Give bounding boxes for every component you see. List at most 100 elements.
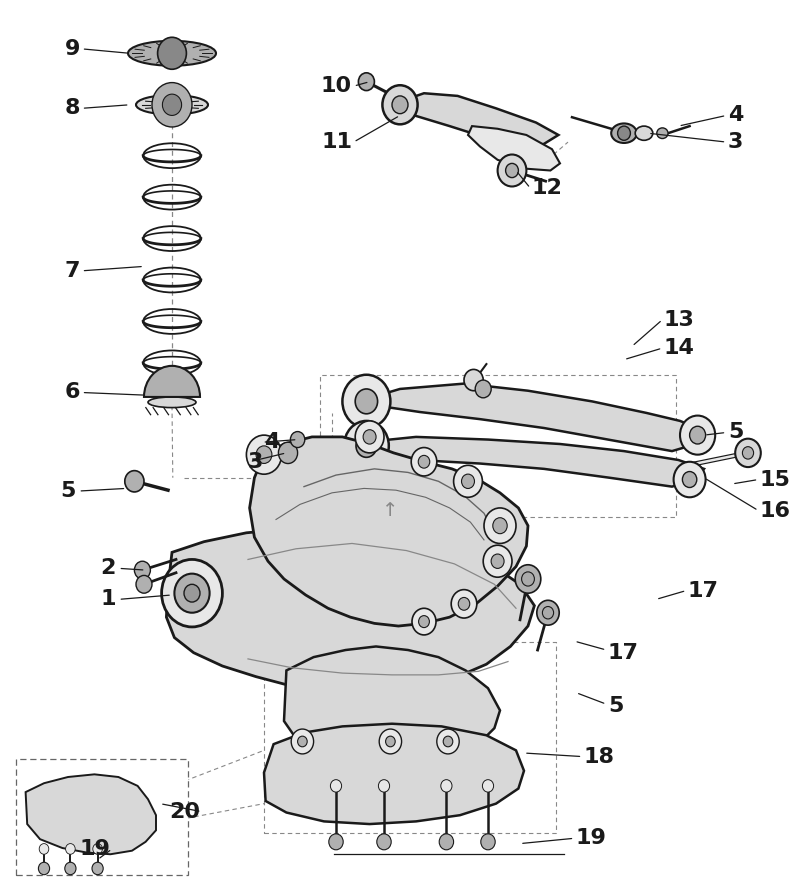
Text: 19: 19: [79, 839, 110, 859]
Ellipse shape: [635, 126, 653, 140]
Circle shape: [618, 126, 630, 140]
Polygon shape: [468, 126, 560, 170]
Polygon shape: [395, 93, 558, 149]
Bar: [264, 642, 556, 833]
Wedge shape: [144, 366, 200, 397]
Text: 4: 4: [728, 106, 743, 125]
Circle shape: [674, 462, 706, 497]
Bar: [320, 375, 676, 517]
Circle shape: [382, 85, 418, 124]
Circle shape: [65, 862, 76, 875]
Circle shape: [682, 472, 697, 488]
Circle shape: [246, 435, 282, 474]
Circle shape: [344, 421, 389, 471]
Polygon shape: [284, 646, 500, 765]
Circle shape: [437, 729, 459, 754]
Circle shape: [482, 780, 494, 792]
Circle shape: [39, 844, 49, 854]
Circle shape: [125, 471, 144, 492]
Circle shape: [483, 545, 512, 577]
Circle shape: [355, 389, 378, 414]
Circle shape: [498, 155, 526, 186]
Circle shape: [162, 559, 222, 627]
Text: 14: 14: [664, 338, 695, 358]
Text: 2: 2: [101, 559, 116, 578]
Circle shape: [522, 572, 534, 586]
Circle shape: [93, 844, 102, 854]
Circle shape: [278, 442, 298, 464]
Polygon shape: [264, 724, 524, 824]
Text: 5: 5: [608, 696, 623, 716]
Circle shape: [690, 426, 706, 444]
Circle shape: [298, 736, 307, 747]
Circle shape: [184, 584, 200, 602]
Circle shape: [379, 729, 402, 754]
Circle shape: [66, 844, 75, 854]
Text: 17: 17: [608, 643, 639, 662]
Text: 5: 5: [728, 423, 743, 442]
Text: 10: 10: [321, 76, 352, 96]
Ellipse shape: [657, 128, 668, 139]
Circle shape: [418, 615, 430, 628]
Circle shape: [451, 590, 477, 618]
Polygon shape: [364, 437, 704, 487]
Circle shape: [484, 508, 516, 543]
Ellipse shape: [128, 41, 216, 66]
Circle shape: [92, 862, 103, 875]
Ellipse shape: [611, 123, 637, 143]
Circle shape: [443, 736, 453, 747]
Circle shape: [377, 834, 391, 850]
Text: 5: 5: [61, 481, 76, 501]
Circle shape: [481, 834, 495, 850]
Circle shape: [358, 73, 374, 91]
Circle shape: [355, 421, 384, 453]
Circle shape: [136, 575, 152, 593]
Polygon shape: [166, 528, 534, 693]
Circle shape: [462, 474, 474, 488]
Text: 6: 6: [65, 383, 80, 402]
Text: 1: 1: [101, 590, 116, 609]
Text: 4: 4: [264, 432, 279, 452]
Circle shape: [493, 518, 507, 534]
Circle shape: [174, 574, 210, 613]
Circle shape: [418, 456, 430, 468]
Circle shape: [378, 780, 390, 792]
Circle shape: [475, 380, 491, 398]
Text: ↑: ↑: [382, 501, 398, 520]
Ellipse shape: [148, 397, 196, 408]
Circle shape: [329, 834, 343, 850]
Text: 16: 16: [760, 501, 791, 520]
Circle shape: [491, 554, 504, 568]
Circle shape: [441, 780, 452, 792]
Circle shape: [439, 834, 454, 850]
Ellipse shape: [136, 95, 208, 115]
Text: 9: 9: [65, 39, 80, 59]
Circle shape: [38, 862, 50, 875]
Circle shape: [330, 780, 342, 792]
Text: 7: 7: [65, 261, 80, 281]
Text: 3: 3: [728, 132, 743, 152]
Circle shape: [515, 565, 541, 593]
Circle shape: [158, 37, 186, 69]
Text: 3: 3: [248, 452, 263, 472]
Circle shape: [735, 439, 761, 467]
Text: 15: 15: [760, 470, 791, 489]
Circle shape: [291, 729, 314, 754]
Text: 8: 8: [65, 99, 80, 118]
Text: 17: 17: [688, 581, 719, 600]
Circle shape: [542, 607, 554, 619]
Bar: [16, 759, 188, 875]
Text: 12: 12: [532, 178, 563, 198]
Polygon shape: [364, 384, 704, 451]
Text: 13: 13: [664, 310, 695, 329]
Circle shape: [386, 736, 395, 747]
Circle shape: [392, 96, 408, 114]
Circle shape: [411, 448, 437, 476]
Circle shape: [412, 608, 436, 635]
Circle shape: [454, 465, 482, 497]
Circle shape: [363, 430, 376, 444]
Text: 11: 11: [321, 132, 352, 152]
Polygon shape: [26, 774, 156, 854]
Circle shape: [356, 434, 377, 457]
Circle shape: [742, 447, 754, 459]
